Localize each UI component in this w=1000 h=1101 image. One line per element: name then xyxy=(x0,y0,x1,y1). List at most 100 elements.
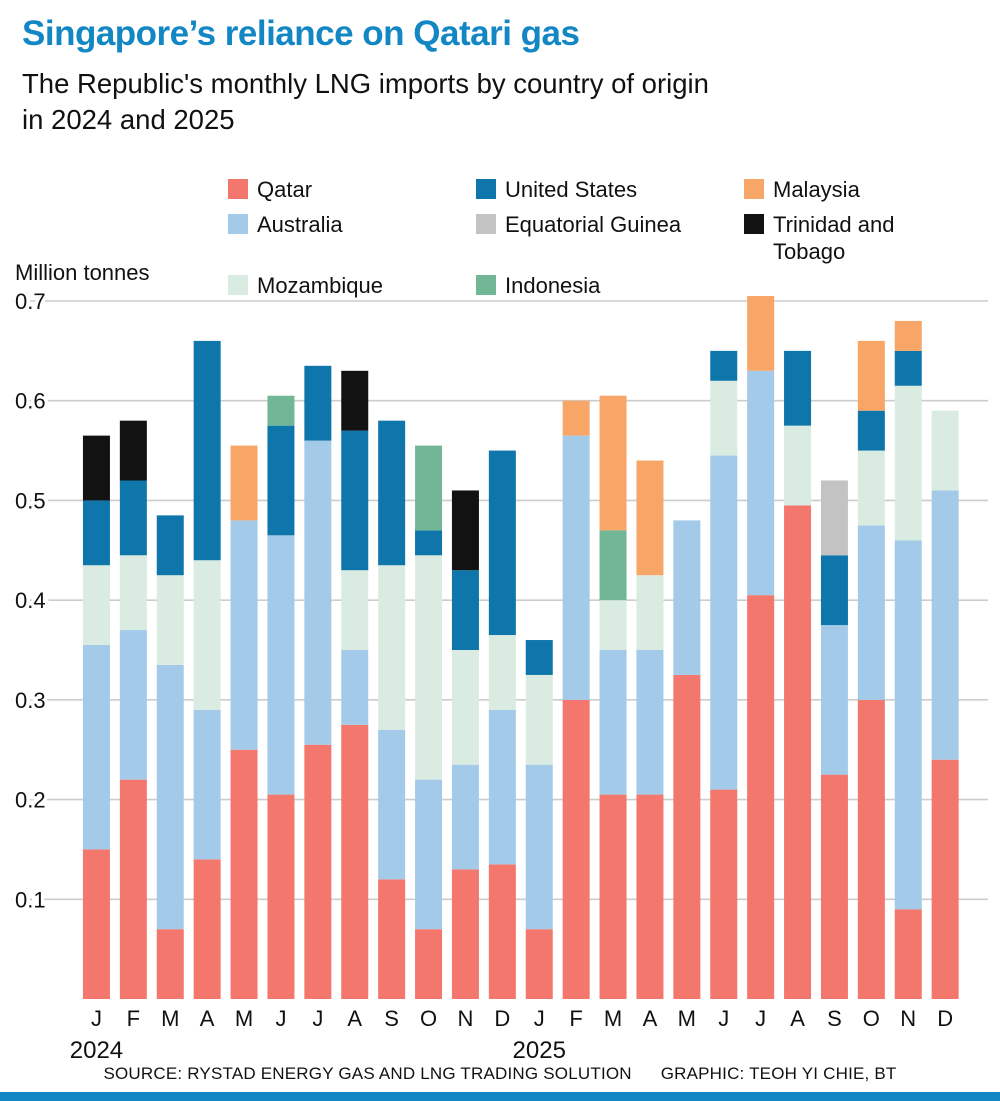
bar-group-19 xyxy=(747,296,775,999)
bar-group-21 xyxy=(820,480,848,999)
legend-label: Indonesia xyxy=(505,273,601,299)
x-tick-label: J xyxy=(275,1006,286,1031)
x-tick-label: S xyxy=(827,1006,842,1031)
bar-segment-australia xyxy=(747,370,775,596)
y-tick-label: 0.1 xyxy=(15,887,46,912)
bar-segment-mozambique xyxy=(525,674,553,765)
bar-segment-malaysia xyxy=(562,400,590,436)
bar-segment-australia xyxy=(415,779,443,930)
bar-segment-mozambique xyxy=(894,385,922,541)
bar-segment-united-states xyxy=(119,480,147,556)
y-tick-label: 0.4 xyxy=(15,588,46,613)
bar-segment-indonesia xyxy=(599,530,627,601)
chart-subtitle: The Republic's monthly LNG imports by co… xyxy=(22,66,1000,139)
bar-segment-united-states xyxy=(710,350,738,381)
bar-segment-australia xyxy=(488,709,516,865)
x-tick-label: D xyxy=(937,1006,953,1031)
australia-swatch-icon xyxy=(228,213,248,234)
bar-segment-malaysia xyxy=(636,460,664,576)
bar-segment-australia xyxy=(931,490,959,760)
bar-segment-qatar xyxy=(415,929,443,999)
bar-segment-australia xyxy=(82,645,110,850)
bar-segment-united-states xyxy=(193,340,221,561)
y-tick-label: 0.5 xyxy=(15,488,46,513)
y-tick-label: 0.2 xyxy=(15,788,46,813)
legend-item-qatar: Qatar xyxy=(228,177,476,204)
x-tick-label: J xyxy=(534,1006,545,1031)
legend-label: Mozambique xyxy=(257,273,383,299)
x-tick-label: M xyxy=(161,1006,179,1031)
bar-segment-australia xyxy=(193,709,221,860)
bar-segment-indonesia xyxy=(415,445,443,531)
bar-group-10 xyxy=(415,445,443,999)
legend-item-malaysia: Malaysia xyxy=(744,177,939,204)
bar-segment-qatar xyxy=(488,864,516,999)
bar-segment-australia xyxy=(341,650,369,725)
source-credit: SOURCE: RYSTAD ENERGY GAS AND LNG TRADIN… xyxy=(103,1064,632,1083)
united-states-swatch-icon xyxy=(476,179,496,199)
x-tick-label: J xyxy=(312,1006,323,1031)
bar-segment-qatar xyxy=(747,595,775,999)
bar-group-12 xyxy=(488,450,516,999)
bar-segment-qatar xyxy=(931,759,959,999)
bar-segment-malaysia xyxy=(857,340,885,411)
bar-group-14 xyxy=(562,400,590,999)
x-tick-label: O xyxy=(420,1006,437,1031)
bar-segment-australia xyxy=(636,650,664,795)
x-tick-label: N xyxy=(900,1006,916,1031)
legend: Qatar United States Malaysia Australia Equat… xyxy=(228,177,939,300)
chart-subtitle-line1: The Republic's monthly LNG imports by co… xyxy=(22,68,709,99)
x-tick-label: N xyxy=(458,1006,474,1031)
bar-segment-australia xyxy=(451,764,479,870)
bar-segment-mozambique xyxy=(599,600,627,650)
bar-segment-mozambique xyxy=(710,380,738,456)
bar-segment-qatar xyxy=(451,869,479,999)
malaysia-swatch-icon xyxy=(744,179,764,199)
bar-group-4 xyxy=(193,340,221,999)
bar-segment-trinidad-and-tobago xyxy=(119,420,147,481)
bar-group-23 xyxy=(894,320,922,999)
legend-label: Trinidad and Tobago xyxy=(773,211,895,264)
bar-group-2 xyxy=(119,420,147,999)
bar-segment-australia xyxy=(267,535,295,795)
bar-segment-trinidad-and-tobago xyxy=(341,370,369,431)
x-tick-label: F xyxy=(569,1006,582,1031)
bar-segment-qatar xyxy=(304,744,332,999)
bar-segment-qatar xyxy=(894,909,922,999)
bar-group-8 xyxy=(341,370,369,999)
bottom-accent-bar xyxy=(0,1092,1000,1101)
bar-group-6 xyxy=(267,395,295,999)
mozambique-swatch-icon xyxy=(228,275,248,296)
indonesia-swatch-icon xyxy=(476,275,496,296)
bar-group-15 xyxy=(599,395,627,999)
bar-group-16 xyxy=(636,460,664,999)
bar-segment-malaysia xyxy=(599,395,627,531)
bar-group-17 xyxy=(673,520,701,999)
bar-segment-malaysia xyxy=(230,445,258,521)
chart-footer: SOURCE: RYSTAD ENERGY GAS AND LNG TRADIN… xyxy=(0,1064,1000,1084)
graphic-credit: GRAPHIC: TEOH YI CHIE, BT xyxy=(660,1064,897,1083)
bar-segment-mozambique xyxy=(119,555,147,631)
x-tick-label: A xyxy=(347,1006,362,1031)
year-label-2025: 2025 xyxy=(513,1037,566,1062)
x-tick-label: J xyxy=(718,1006,729,1031)
x-tick-label: D xyxy=(494,1006,510,1031)
bar-segment-mozambique xyxy=(857,450,885,526)
bar-segment-malaysia xyxy=(894,320,922,351)
bar-group-11 xyxy=(451,490,479,999)
bar-segment-qatar xyxy=(784,505,812,999)
x-tick-label: M xyxy=(235,1006,253,1031)
trinidad-and-tobago-swatch-icon xyxy=(744,213,764,234)
bar-segment-united-states xyxy=(267,425,295,536)
x-tick-label: J xyxy=(755,1006,766,1031)
bar-segment-qatar xyxy=(599,794,627,999)
bar-segment-mozambique xyxy=(784,425,812,506)
chart-subtitle-line2: in 2024 and 2025 xyxy=(22,104,235,136)
bar-group-22 xyxy=(857,340,885,999)
year-label-2024: 2024 xyxy=(70,1037,123,1062)
bar-segment-trinidad-and-tobago xyxy=(82,435,110,501)
bar-segment-australia xyxy=(599,650,627,795)
bar-segment-australia xyxy=(156,664,184,930)
bar-segment-indonesia xyxy=(267,395,295,426)
stacked-bar-chart: 0.10.20.30.40.50.60.7J F M A M J J A S O N D J F M A M J J… xyxy=(12,286,988,1062)
